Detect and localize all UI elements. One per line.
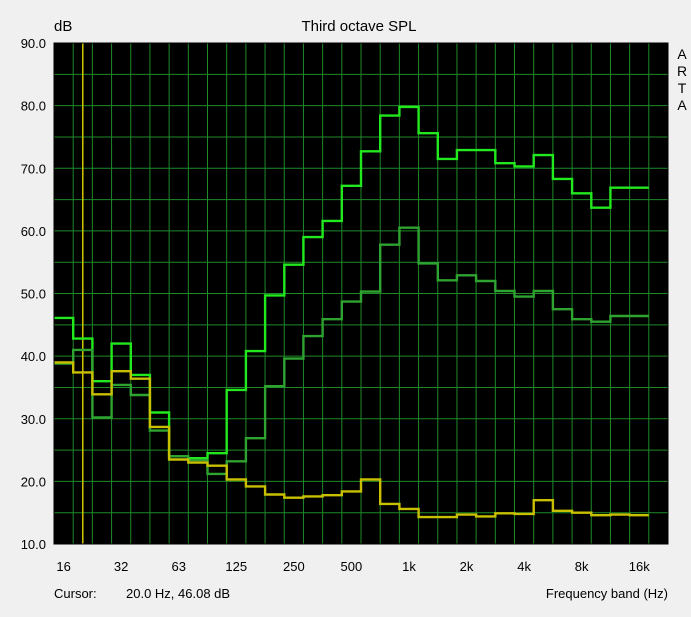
y-tick-label: 50.0 — [21, 287, 46, 302]
y-tick-label: 30.0 — [21, 412, 46, 427]
arta-letter: R — [677, 63, 687, 79]
cursor-label: Cursor: — [54, 586, 97, 601]
y-tick-label: 20.0 — [21, 474, 46, 489]
y-ticks: 10.0 20.0 30.0 40.0 50.0 60.0 70.0 80.0 90.0 — [21, 36, 46, 552]
arta-letter: A — [677, 97, 687, 113]
y-tick-label: 90.0 — [21, 36, 46, 51]
arta-letter: T — [678, 80, 687, 96]
series-line-2 — [54, 226, 649, 476]
x-tick-label: 8k — [575, 559, 589, 574]
x-tick-label: 250 — [283, 559, 305, 574]
series-layer — [54, 105, 649, 519]
cursor-readout: 20.0 Hz, 46.08 dB — [126, 586, 230, 601]
x-tick-label: 2k — [460, 559, 474, 574]
x-tick-label: 4k — [517, 559, 531, 574]
plot-frame — [53, 42, 669, 545]
x-tick-label: 63 — [171, 559, 185, 574]
x-axis-label: Frequency band (Hz) — [546, 586, 668, 601]
x-tick-label: 500 — [341, 559, 363, 574]
x-tick-label: 32 — [114, 559, 128, 574]
x-tick-label: 1k — [402, 559, 416, 574]
x-tick-label: 125 — [225, 559, 247, 574]
y-axis-unit: dB — [54, 18, 72, 35]
arta-letter: A — [677, 46, 687, 62]
y-tick-label: 70.0 — [21, 161, 46, 176]
y-tick-label: 60.0 — [21, 224, 46, 239]
series-line-3 — [54, 361, 649, 519]
y-tick-label: 80.0 — [21, 99, 46, 114]
y-tick-label: 40.0 — [21, 349, 46, 364]
x-tick-label: 16k — [629, 559, 650, 574]
y-tick-label: 10.0 — [21, 537, 46, 552]
x-tick-label: 16 — [56, 559, 70, 574]
chart-title: Third octave SPL — [301, 18, 416, 35]
plot-area[interactable] — [53, 42, 669, 545]
x-ticks: 16 32 63 125 250 500 1k 2k 4k 8k 16k — [56, 559, 650, 574]
